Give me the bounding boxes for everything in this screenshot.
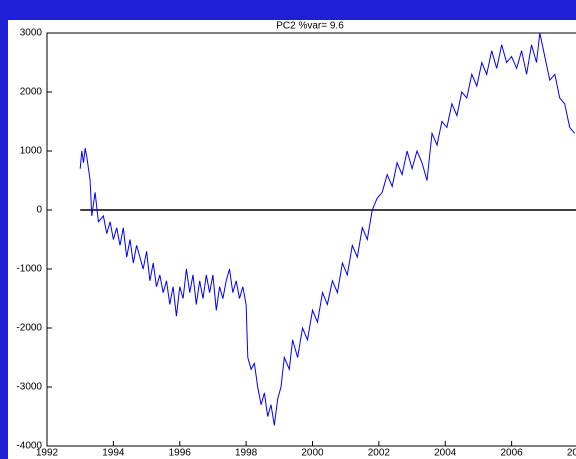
y-tick-label: -4000 [16, 441, 42, 452]
x-tick-label: 2008 [567, 448, 576, 459]
axes-box [46, 32, 576, 447]
y-tick-label: 0 [36, 205, 42, 216]
y-tick-label: 3000 [20, 28, 43, 39]
y-tick-label: -3000 [16, 382, 42, 393]
x-tick-label: 2002 [368, 448, 391, 459]
x-tick-label: 1992 [36, 448, 59, 459]
x-tick-label: 1996 [169, 448, 192, 459]
y-tick-label: 2000 [20, 87, 43, 98]
y-tick-label: -1000 [16, 264, 42, 275]
chart-title: PC2 %var= 9.6 [276, 21, 344, 32]
x-tick-label: 1994 [102, 448, 125, 459]
x-tick-label: 2004 [434, 448, 457, 459]
x-tick-label: 1998 [235, 448, 258, 459]
data-line [79, 32, 576, 426]
x-tick-label: 2000 [301, 448, 324, 459]
y-tick-label: -2000 [16, 323, 42, 334]
x-tick-label: 2006 [501, 448, 524, 459]
y-tick-label: 1000 [20, 146, 43, 157]
